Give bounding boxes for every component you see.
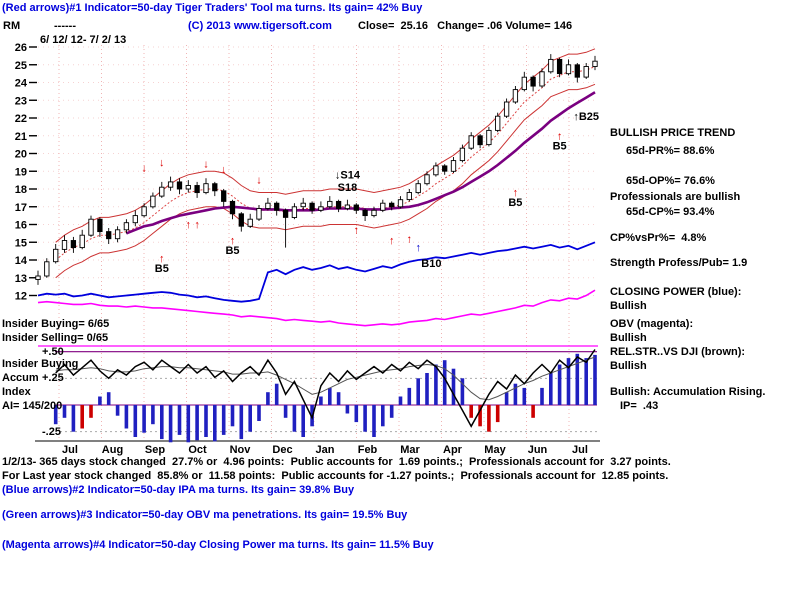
- scale-plus50: +.50: [42, 346, 64, 358]
- svg-text:↑: ↑: [186, 219, 192, 231]
- accum-label: Accum: [2, 372, 39, 384]
- svg-text:↓S14: ↓S14: [335, 169, 361, 181]
- scale-plus25: +.25: [42, 372, 64, 384]
- svg-text:Dec: Dec: [272, 444, 292, 456]
- ticker-symbol: RM: [3, 20, 21, 32]
- relstr-status: Bullish: [610, 360, 647, 372]
- svg-text:14: 14: [15, 255, 28, 267]
- svg-text:Aug: Aug: [102, 444, 123, 456]
- header-dashes: ------: [54, 20, 76, 32]
- insider-selling-count: Insider Selling= 0/65: [2, 332, 109, 344]
- indicator2-caption: (Blue arrows)#2 Indicator=50-day IPA ma …: [2, 484, 355, 496]
- svg-text:B5: B5: [155, 263, 169, 275]
- svg-text:Sep: Sep: [145, 444, 165, 456]
- svg-text:May: May: [484, 444, 506, 456]
- svg-text:B5: B5: [225, 245, 239, 257]
- professionals-note: Professionals are bullish: [610, 191, 741, 203]
- svg-text:17: 17: [15, 202, 27, 214]
- footer-lastyear-change: For Last year stock changed 85.8% or 11.…: [2, 470, 669, 482]
- svg-text:↑: ↑: [415, 242, 421, 254]
- trend-title: BULLISH PRICE TREND: [610, 127, 736, 139]
- svg-text:Oct: Oct: [188, 444, 207, 456]
- svg-text:16: 16: [15, 220, 27, 232]
- svg-text:B10: B10: [421, 258, 441, 270]
- ai-value: AI= 145/200: [2, 400, 63, 412]
- cp-percent: 65d-CP%= 93.4%: [626, 206, 715, 218]
- accum-status-line2: IP= .43: [620, 400, 659, 412]
- cp-vs-pr: CP%vsPr%= 4.8%: [610, 232, 707, 244]
- pr-percent: 65d-PR%= 88.6%: [626, 145, 715, 157]
- svg-text:22: 22: [15, 113, 27, 125]
- svg-text:↑: ↑: [513, 187, 519, 199]
- indicator1-caption: (Red arrows)#1 Indicator=50-day Tiger Tr…: [2, 2, 423, 14]
- svg-text:Jun: Jun: [528, 444, 548, 456]
- svg-text:Jul: Jul: [572, 444, 588, 456]
- indicator4-caption: (Magenta arrows)#4 Indicator=50-day Clos…: [2, 539, 434, 551]
- svg-text:↓: ↓: [141, 162, 147, 174]
- copyright-text: (C) 2013 www.tigersoft.com: [188, 20, 332, 32]
- svg-text:18: 18: [15, 184, 27, 196]
- svg-text:↑: ↑: [230, 235, 236, 247]
- quote-summary: Close= 25.16 Change= .06 Volume= 146: [358, 20, 573, 32]
- svg-text:15: 15: [15, 237, 27, 249]
- svg-text:25: 25: [15, 60, 27, 72]
- op-percent: 65d-OP%= 76.6%: [626, 175, 715, 187]
- svg-text:B5: B5: [553, 140, 567, 152]
- indicator3-caption: (Green arrows)#3 Indicator=50-day OBV ma…: [2, 509, 408, 521]
- svg-text:↑: ↑: [354, 224, 360, 236]
- svg-text:Feb: Feb: [358, 444, 378, 456]
- svg-text:↑B25: ↑B25: [573, 111, 599, 123]
- svg-text:↑: ↑: [407, 233, 413, 245]
- relstr-label: REL.STR..VS DJI (brown):: [610, 346, 746, 358]
- svg-text:↓: ↓: [221, 164, 227, 176]
- svg-text:↑: ↑: [159, 253, 165, 265]
- scale-minus25: -.25: [42, 426, 61, 438]
- insider-buying-count: Insider Buying= 6/65: [2, 318, 110, 330]
- svg-text:Jul: Jul: [62, 444, 78, 456]
- strength-ratio: Strength Profess/Pub= 1.9: [610, 257, 748, 269]
- obv-label: OBV (magenta):: [610, 318, 694, 330]
- svg-text:↑: ↑: [557, 130, 563, 142]
- svg-text:24: 24: [15, 78, 28, 90]
- svg-text:↑: ↑: [194, 219, 200, 231]
- footer-year-change: 1/2/13- 365 days stock changed 27.7% or …: [2, 456, 671, 468]
- svg-text:Apr: Apr: [443, 444, 463, 456]
- svg-text:12: 12: [15, 291, 27, 303]
- svg-text:21: 21: [15, 131, 27, 143]
- svg-text:↓: ↓: [203, 159, 209, 171]
- closing-power-label: CLOSING POWER (blue):: [610, 286, 742, 298]
- svg-text:13: 13: [15, 273, 27, 285]
- svg-text:26: 26: [15, 42, 27, 54]
- svg-text:↓: ↓: [159, 157, 165, 169]
- svg-text:19: 19: [15, 166, 27, 178]
- svg-text:↓: ↓: [256, 175, 262, 187]
- svg-text:20: 20: [15, 149, 27, 161]
- svg-text:Jan: Jan: [316, 444, 335, 456]
- svg-text:23: 23: [15, 95, 27, 107]
- svg-text:B5: B5: [508, 197, 522, 209]
- svg-text:↑: ↑: [389, 235, 395, 247]
- closing-power-status: Bullish: [610, 300, 647, 312]
- insider-buying-label: Insider Buying: [2, 358, 79, 370]
- svg-text:Mar: Mar: [400, 444, 420, 456]
- svg-text:Nov: Nov: [230, 444, 252, 456]
- svg-text:S18: S18: [338, 182, 358, 194]
- index-label: Index: [2, 386, 31, 398]
- obv-status: Bullish: [610, 332, 647, 344]
- date-range: 6/ 12/ 12- 7/ 2/ 13: [40, 34, 127, 46]
- accum-status-line1: Bullish: Accumulation Rising.: [610, 386, 766, 398]
